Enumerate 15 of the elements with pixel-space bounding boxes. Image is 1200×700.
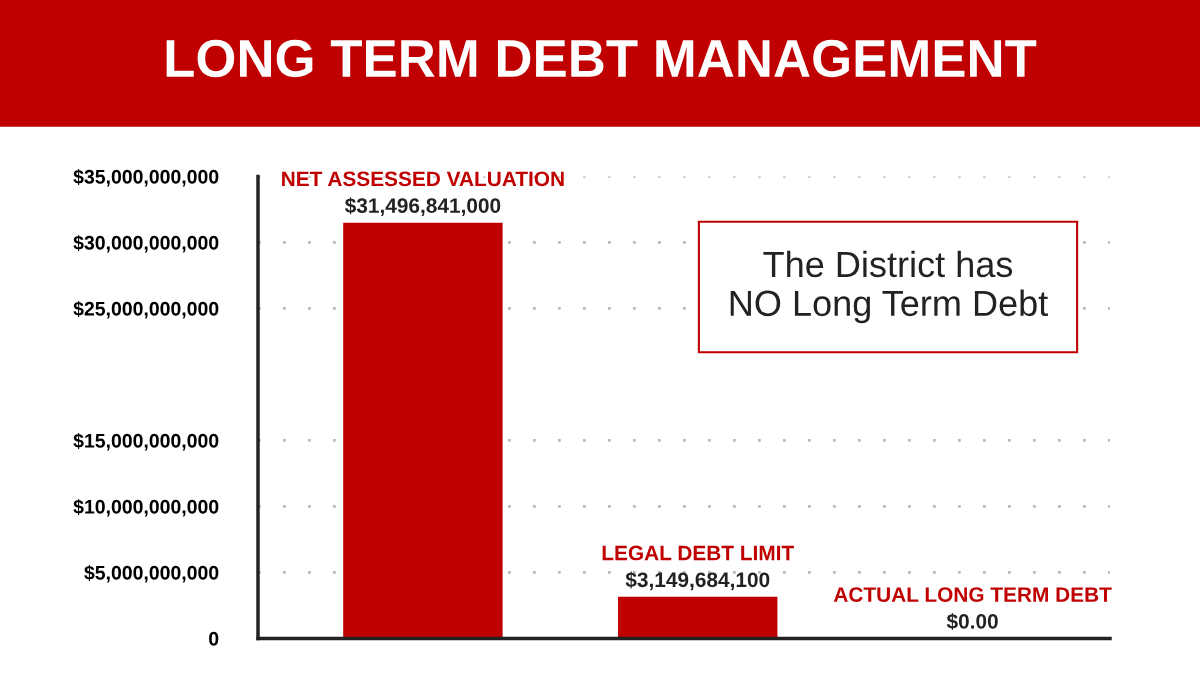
x-tick-label: LEGAL DEBT LIMIT <box>602 545 794 561</box>
y-tick-label: $15,000,000,000 <box>73 433 219 451</box>
y-tick-label: $5,000,000,000 <box>84 565 219 583</box>
y-tick-label: $25,000,000,000 <box>73 301 219 319</box>
data-label: $3,149,684,100 <box>625 571 770 591</box>
x-tick-label: NET ASSESSED VALUATION <box>282 171 564 187</box>
y-tick-label: $35,000,000,000 <box>73 169 219 187</box>
y-tick-label: 0 <box>209 631 219 646</box>
data-label: $0.00 <box>946 613 998 631</box>
y-tick-label: $30,000,000,000 <box>73 235 219 253</box>
x-tick-label: ACTUAL LONG TERM DEBT <box>833 587 1112 602</box>
data-label: $31,496,841,000 <box>344 197 501 216</box>
chart-title: LONG TERM DEBT MANAGEMENT <box>166 39 1037 78</box>
annotation: The District has NO Long Term Debt <box>730 250 1048 324</box>
y-tick-label: $10,000,000,000 <box>73 499 219 517</box>
